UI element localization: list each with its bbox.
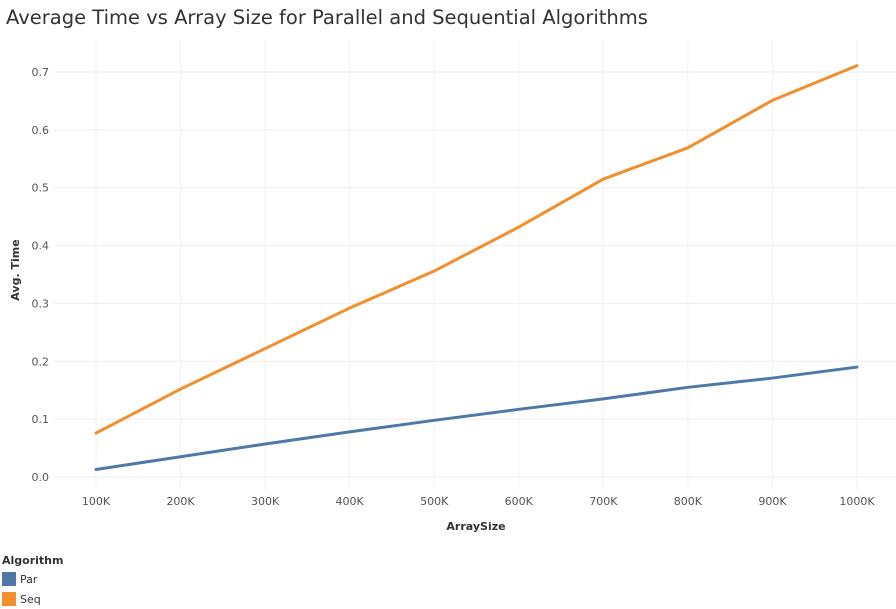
x-tick-label: 700K: [589, 495, 618, 508]
x-tick-label: 800K: [674, 495, 703, 508]
x-axis-title: ArraySize: [446, 520, 505, 533]
legend-item-seq[interactable]: Seq: [2, 589, 63, 609]
series-line-seq: [94, 64, 859, 435]
x-tick-label: 200K: [166, 495, 195, 508]
x-axis-ticks: 100K 200K 300K 400K 500K 600K 700K 800K 900K 1000…: [82, 495, 875, 508]
y-tick-label: 0.1: [32, 413, 50, 426]
y-tick-label: 0.5: [32, 182, 50, 195]
series-lines: [94, 64, 859, 471]
line-chart: 0.0 0.1 0.2 0.3 0.4 0.5 0.6 0.7 100K 200K 300K 400…: [9, 40, 896, 533]
y-tick-label: 0.2: [32, 355, 50, 368]
legend: Algorithm Par Seq: [0, 554, 63, 609]
legend-item-par[interactable]: Par: [2, 569, 63, 589]
legend-swatch: [2, 592, 16, 606]
x-tick-label: 400K: [336, 495, 365, 508]
x-tick-label: 1000K: [839, 495, 875, 508]
legend-label: Par: [20, 572, 38, 586]
y-tick-label: 0.0: [32, 471, 50, 484]
y-tick-label: 0.7: [32, 66, 50, 79]
legend-label: Seq: [20, 592, 41, 606]
x-tick-label: 300K: [251, 495, 280, 508]
x-tick-label: 900K: [758, 495, 787, 508]
legend-swatch: [2, 572, 16, 586]
grid-lines: [54, 40, 896, 490]
y-axis-title: Avg. Time: [9, 239, 22, 300]
legend-title: Algorithm: [2, 554, 64, 567]
y-tick-label: 0.6: [32, 124, 50, 137]
x-tick-label: 100K: [82, 495, 111, 508]
y-tick-label: 0.4: [32, 240, 50, 253]
x-tick-label: 600K: [505, 495, 534, 508]
series-line-par: [94, 365, 859, 471]
chart-title: Average Time vs Array Size for Parallel …: [6, 6, 648, 29]
y-tick-label: 0.3: [32, 297, 50, 310]
y-axis-ticks: 0.0 0.1 0.2 0.3 0.4 0.5 0.6 0.7: [32, 66, 50, 484]
x-tick-label: 500K: [420, 495, 449, 508]
